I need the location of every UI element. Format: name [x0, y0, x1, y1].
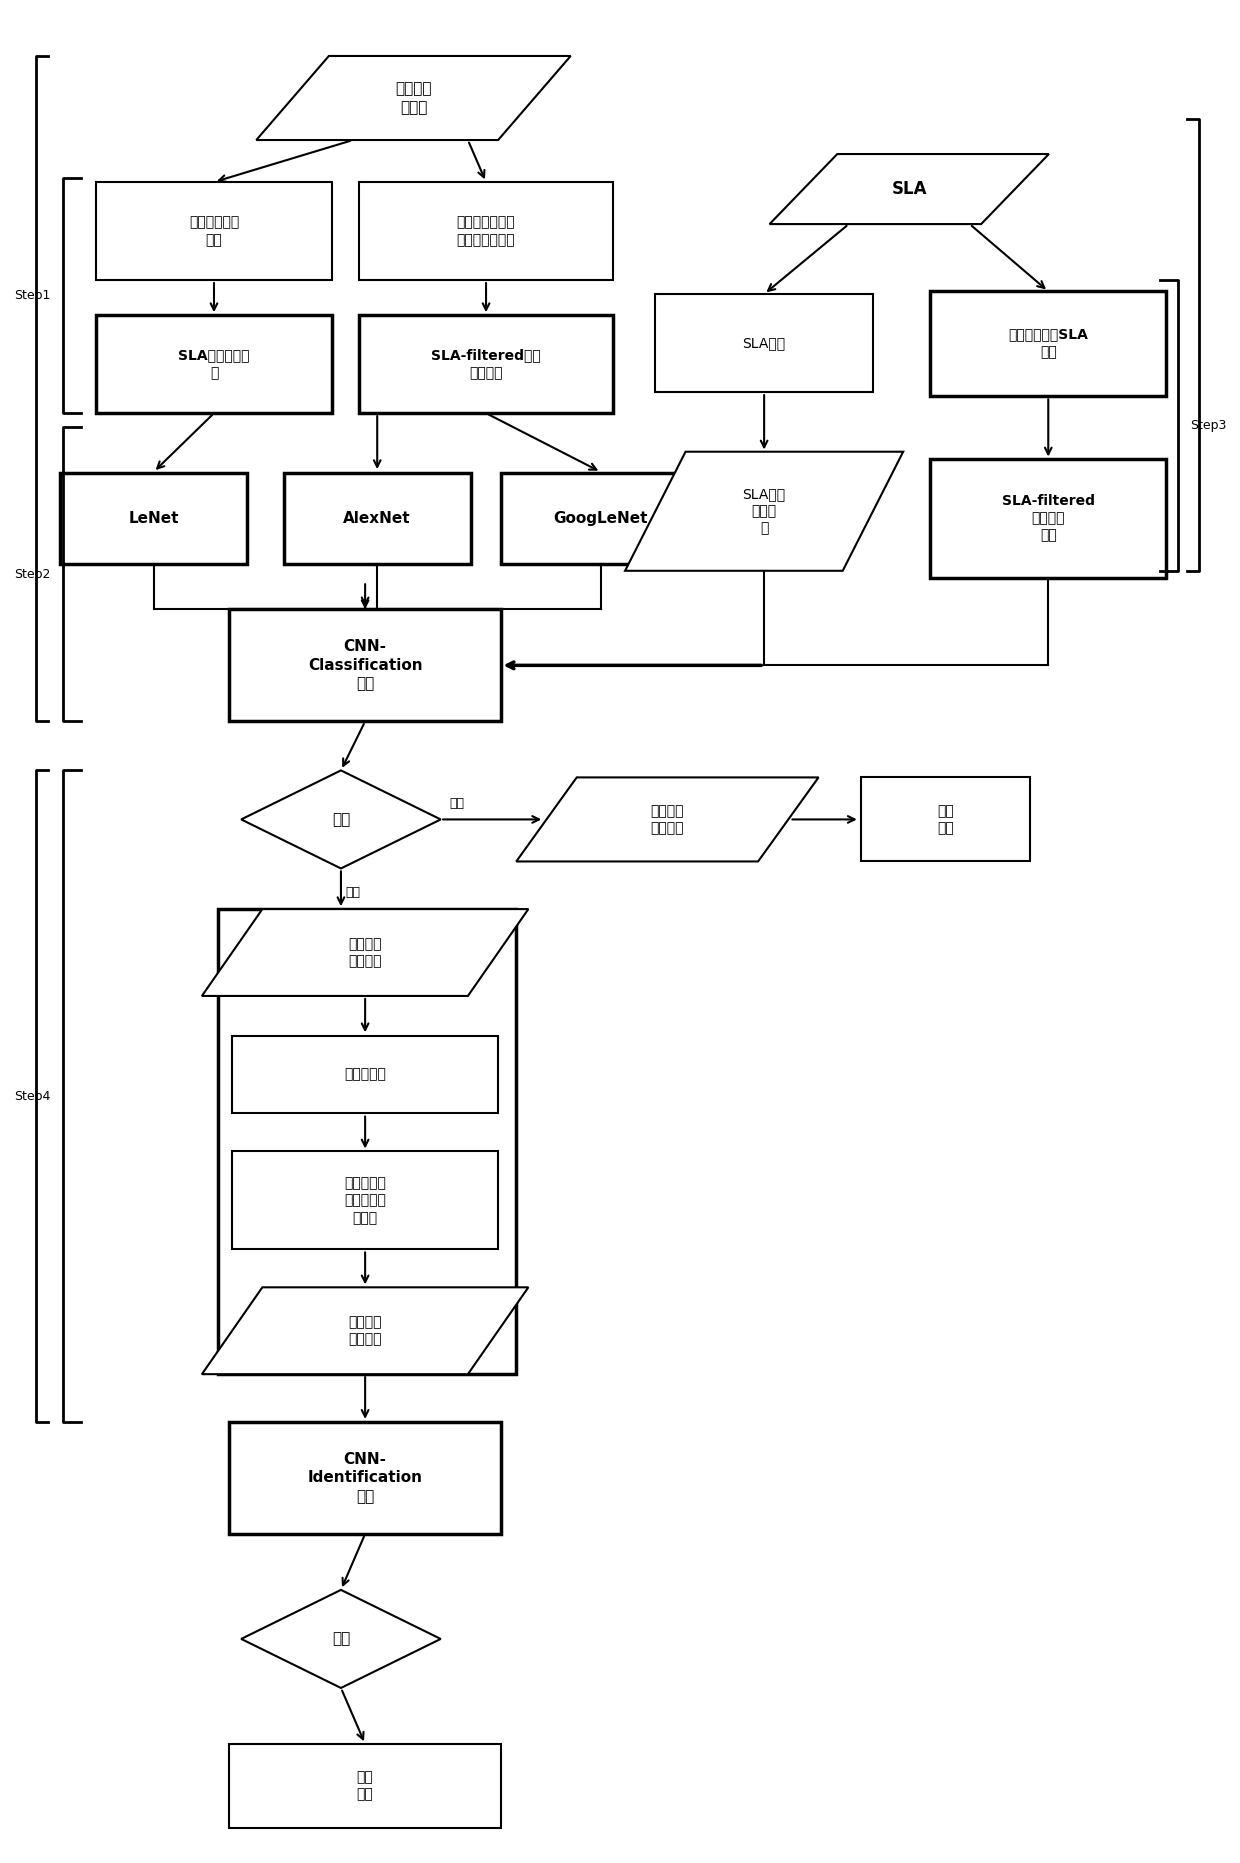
Text: SLA图像: SLA图像 — [743, 335, 786, 350]
Bar — [360, 315, 613, 414]
Text: 分类正确
样例数据: 分类正确 样例数据 — [651, 803, 684, 835]
Text: 分类
结果: 分类 结果 — [937, 803, 954, 835]
Text: GoogLeNet: GoogLeNet — [553, 510, 649, 525]
Bar — [217, 909, 516, 1375]
Bar — [229, 609, 501, 721]
Text: 校正后的
样例数据: 校正后的 样例数据 — [348, 1315, 382, 1347]
Bar — [930, 458, 1166, 578]
Polygon shape — [202, 909, 528, 997]
Bar — [930, 291, 1166, 395]
Text: 经高斯滤波的SLA
图像: 经高斯滤波的SLA 图像 — [1008, 328, 1089, 360]
Polygon shape — [242, 1589, 440, 1688]
Text: 正确: 正确 — [450, 797, 465, 810]
Text: AlexNet: AlexNet — [343, 510, 410, 525]
Polygon shape — [625, 451, 903, 570]
Text: 分类错误
样例数据: 分类错误 样例数据 — [348, 937, 382, 969]
Bar — [229, 1744, 501, 1828]
Text: SLA分类训练数
据: SLA分类训练数 据 — [179, 348, 249, 380]
Bar — [229, 1421, 501, 1533]
Bar — [360, 183, 613, 279]
Bar — [97, 183, 332, 279]
Polygon shape — [257, 56, 570, 140]
Text: 错误: 错误 — [346, 885, 361, 898]
Text: Step4: Step4 — [15, 1090, 51, 1103]
Bar — [97, 315, 332, 414]
Bar — [501, 473, 701, 564]
Text: CNN-
Identification
模型: CNN- Identification 模型 — [308, 1451, 423, 1503]
Bar — [232, 1151, 498, 1250]
Polygon shape — [770, 155, 1049, 224]
Text: SLA: SLA — [892, 181, 928, 197]
Text: LeNet: LeNet — [128, 510, 179, 525]
Text: 涡旋识别
数据集: 涡旋识别 数据集 — [396, 82, 432, 116]
Bar — [284, 473, 471, 564]
Text: 分类: 分类 — [332, 812, 350, 827]
Bar — [655, 294, 873, 393]
Text: SLA-filtered
识别训练
数据: SLA-filtered 识别训练 数据 — [1002, 494, 1095, 542]
Text: 识别: 识别 — [332, 1632, 350, 1647]
Bar — [232, 1036, 498, 1112]
Text: SLA-filtered分类
训练数据: SLA-filtered分类 训练数据 — [432, 348, 541, 380]
Text: 高通滤波、
合并后向处
理算法: 高通滤波、 合并后向处 理算法 — [345, 1176, 386, 1224]
Polygon shape — [516, 777, 818, 861]
Bar — [861, 777, 1030, 861]
Text: Step3: Step3 — [1189, 419, 1226, 432]
Bar — [60, 473, 247, 564]
Text: 涡旋、非涡旋
图像: 涡旋、非涡旋 图像 — [188, 216, 239, 246]
Polygon shape — [202, 1287, 528, 1375]
Text: SLA识别
训练数
据: SLA识别 训练数 据 — [743, 486, 786, 535]
Text: 概率密度图: 概率密度图 — [345, 1067, 386, 1081]
Text: CNN-
Classification
模型: CNN- Classification 模型 — [308, 639, 423, 691]
Polygon shape — [242, 771, 440, 868]
Text: Step2: Step2 — [15, 568, 51, 581]
Text: 识别
结果: 识别 结果 — [357, 1770, 373, 1802]
Text: 经高斯滤波的涡
旋、非涡旋图像: 经高斯滤波的涡 旋、非涡旋图像 — [456, 216, 516, 246]
Text: Step1: Step1 — [15, 289, 51, 302]
